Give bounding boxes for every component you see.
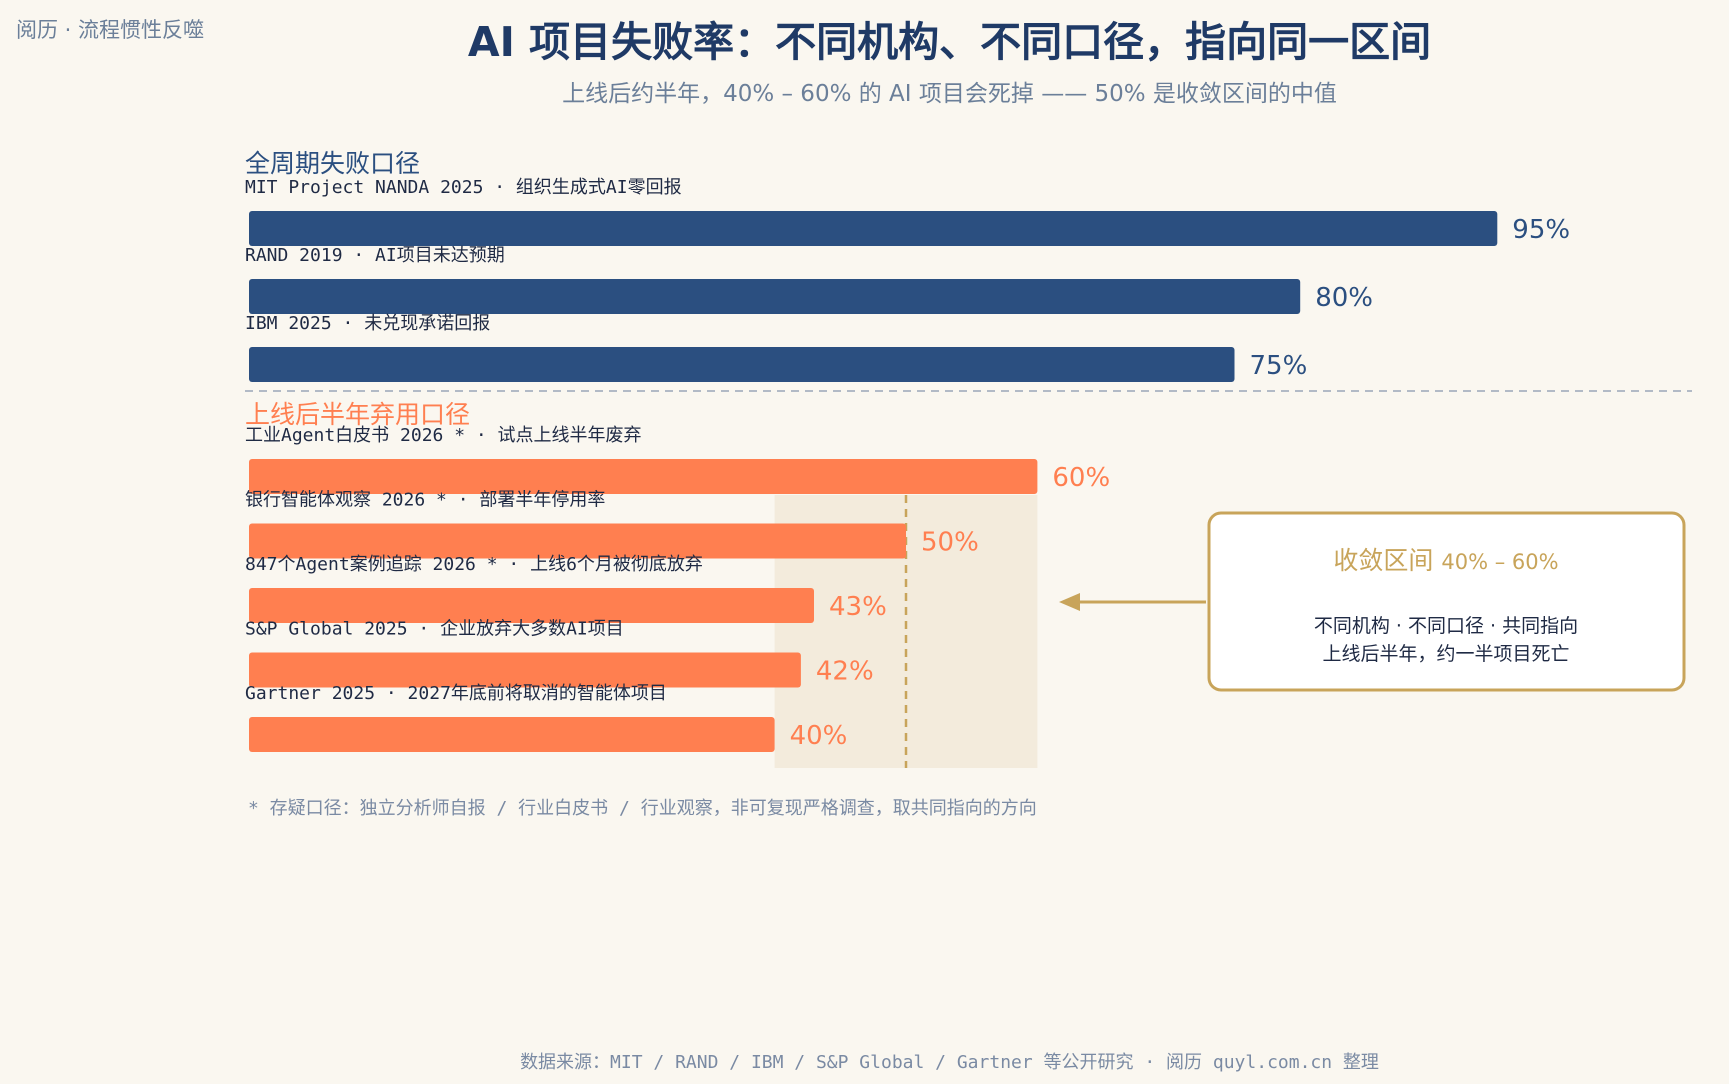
- bar-category-label: MIT Project NANDA 2025 · 组织生成式AI零回报: [245, 177, 682, 198]
- bar-value-label: 60%: [1052, 463, 1110, 493]
- bar-value-label: 43%: [829, 592, 887, 622]
- bar-category-label: RAND 2019 · AI项目未达预期: [245, 245, 505, 266]
- footnote: * 存疑口径：独立分析师自报 / 行业白皮书 / 行业观察，非可复现严格调查，取…: [248, 798, 1037, 819]
- bar: [249, 347, 1235, 382]
- bar-category-label: IBM 2025 · 未兑现承诺回报: [245, 313, 490, 334]
- bar: [249, 523, 906, 559]
- bar-value-label: 75%: [1250, 351, 1308, 381]
- bar-category-label: Gartner 2025 · 2027年底前将取消的智能体项目: [245, 683, 667, 704]
- group-header: 上线后半年弃用口径: [245, 400, 470, 429]
- bar: [249, 588, 814, 623]
- chart-subtitle: 上线后约半年，40% – 60% 的 AI 项目会死掉 —— 50% 是收敛区间…: [562, 81, 1337, 107]
- chart-title: AI 项目失败率：不同机构、不同口径，指向同一区间: [467, 18, 1432, 66]
- bar-value-label: 95%: [1512, 215, 1570, 245]
- group-header: 全周期失败口径: [245, 149, 420, 178]
- bar: [249, 459, 1038, 494]
- callout-box: [1207, 511, 1686, 692]
- callout-arrow-head: [1059, 593, 1080, 611]
- bar: [249, 652, 801, 688]
- bar: [249, 717, 775, 752]
- callout-line-1: 不同机构 · 不同口径 · 共同指向: [1314, 615, 1578, 637]
- bar-category-label: 工业Agent白皮书 2026 * · 试点上线半年废弃: [245, 425, 642, 446]
- bar-category-label: 银行智能体观察 2026 * · 部署半年停用率: [245, 490, 605, 511]
- bar-value-label: 50%: [921, 528, 979, 558]
- brand-label: 阅历 · 流程惯性反噬: [16, 18, 205, 42]
- bar-category-label: 847个Agent案例追踪 2026 * · 上线6个月被彻底放弃: [245, 554, 703, 575]
- bar-value-label: 40%: [790, 721, 848, 751]
- bar-value-label: 80%: [1315, 283, 1373, 313]
- bar: [249, 211, 1498, 246]
- bar-category-label: S&P Global 2025 · 企业放弃大多数AI项目: [245, 619, 624, 640]
- source-note: 数据来源：MIT / RAND / IBM / S&P Global / Gar…: [520, 1052, 1379, 1073]
- callout-line-2: 上线后半年，约一半项目死亡: [1322, 643, 1569, 665]
- bar-value-label: 42%: [816, 657, 874, 687]
- callout-title: 收敛区间 40% – 60%: [1333, 546, 1558, 575]
- bar: [249, 279, 1301, 314]
